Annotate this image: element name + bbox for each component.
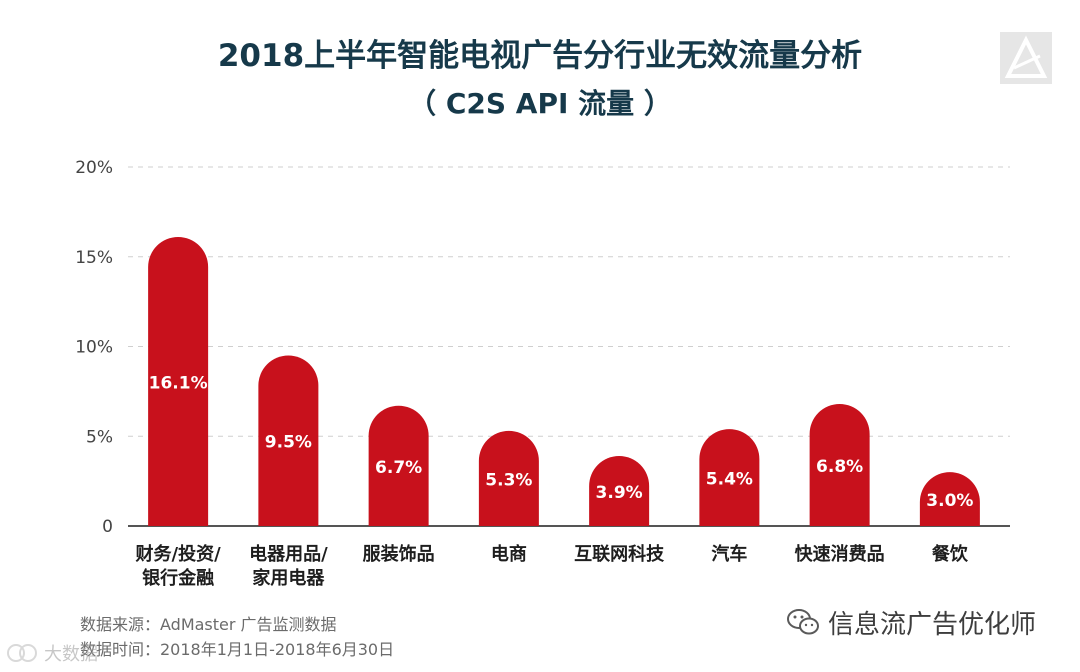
bar-data-label: 3.9% (596, 483, 643, 503)
bar-chart: 0 5% 10% 15% 20% 16.1% 财务/投资/银行金融 9.5% 电器用品/家用电器… (75, 158, 1010, 589)
bar-data-label: 3.0% (926, 491, 973, 511)
brand-signature: 信息流广告优化师 (786, 600, 1036, 644)
bar (368, 405, 429, 526)
x-tick-label: 电商 (491, 543, 527, 565)
x-tick-label: 互联网科技 (574, 543, 665, 565)
data-source-text: 数据来源：AdMaster 广告监测数据 (80, 615, 337, 634)
bar-data-label: 5.3% (485, 470, 532, 490)
y-tick-label: 0 (102, 517, 113, 537)
x-tick-label: 汽车 (711, 543, 747, 565)
x-tick-label: 银行金融 (142, 567, 214, 589)
data-period-text: 数据时间：2018年1月1日-2018年6月30日 (80, 640, 395, 659)
bar (809, 403, 870, 526)
y-tick-label: 10% (75, 338, 113, 358)
y-tick-label: 5% (86, 427, 113, 447)
bar-data-label: 9.5% (265, 433, 312, 453)
y-tick-label: 20% (75, 158, 113, 178)
wechat-icon (787, 609, 819, 635)
corner-logo-icon (1000, 32, 1052, 84)
watermark: 大数据 (6, 640, 98, 666)
bar (589, 455, 650, 526)
bar-data-label: 16.1% (149, 374, 208, 394)
chart-subtitle: （ C2S API 流量 ） (408, 87, 672, 120)
bar (258, 355, 319, 526)
watermark-logo-icon (7, 644, 37, 662)
bar (919, 472, 980, 526)
chart-title: 2018上半年智能电视广告分行业无效流量分析 (217, 38, 863, 74)
bar (148, 237, 209, 527)
bar-data-label: 6.8% (816, 457, 863, 477)
brand-name: 信息流广告优化师 (828, 609, 1037, 640)
x-tick-label: 电器用品/ (249, 543, 328, 565)
x-tick-label: 家用电器 (252, 567, 325, 589)
x-tick-label: 服装饰品 (363, 543, 435, 565)
x-tick-label: 财务/投资/ (136, 543, 222, 565)
x-tick-label: 快速消费品 (795, 543, 885, 565)
bar (478, 430, 539, 526)
bar (699, 429, 760, 526)
y-tick-label: 15% (75, 248, 113, 268)
bar-data-label: 5.4% (706, 470, 753, 490)
bar-data-label: 6.7% (375, 458, 422, 478)
watermark-text: 大数据 (44, 644, 98, 665)
x-tick-label: 餐饮 (931, 543, 969, 565)
